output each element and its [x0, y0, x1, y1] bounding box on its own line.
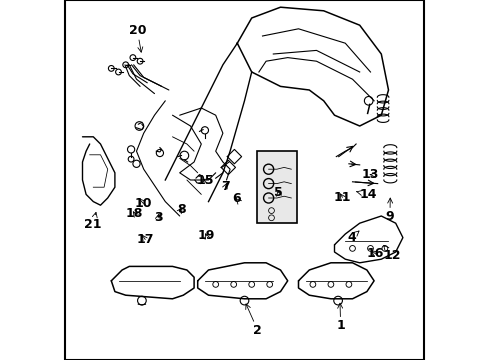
Text: 10: 10 [134, 197, 152, 210]
Text: 17: 17 [136, 233, 154, 246]
Text: 15: 15 [196, 174, 213, 186]
Text: 13: 13 [361, 168, 378, 181]
Text: 5: 5 [273, 186, 282, 199]
Text: 2: 2 [245, 304, 262, 337]
Text: 11: 11 [333, 191, 350, 204]
Text: 18: 18 [125, 207, 143, 220]
Text: 14: 14 [356, 188, 376, 201]
Text: 3: 3 [153, 211, 162, 224]
Text: 4: 4 [346, 231, 358, 244]
Text: 19: 19 [197, 229, 215, 242]
Text: 16: 16 [366, 247, 384, 260]
Text: 8: 8 [177, 203, 185, 216]
Text: 20: 20 [128, 24, 146, 52]
Text: 7: 7 [221, 180, 229, 193]
Bar [257, 151, 296, 223]
Text: 21: 21 [84, 212, 102, 230]
Text: 1: 1 [336, 303, 345, 332]
Text: 12: 12 [383, 246, 401, 262]
Text: 6: 6 [231, 192, 241, 205]
Text: 9: 9 [385, 198, 393, 223]
